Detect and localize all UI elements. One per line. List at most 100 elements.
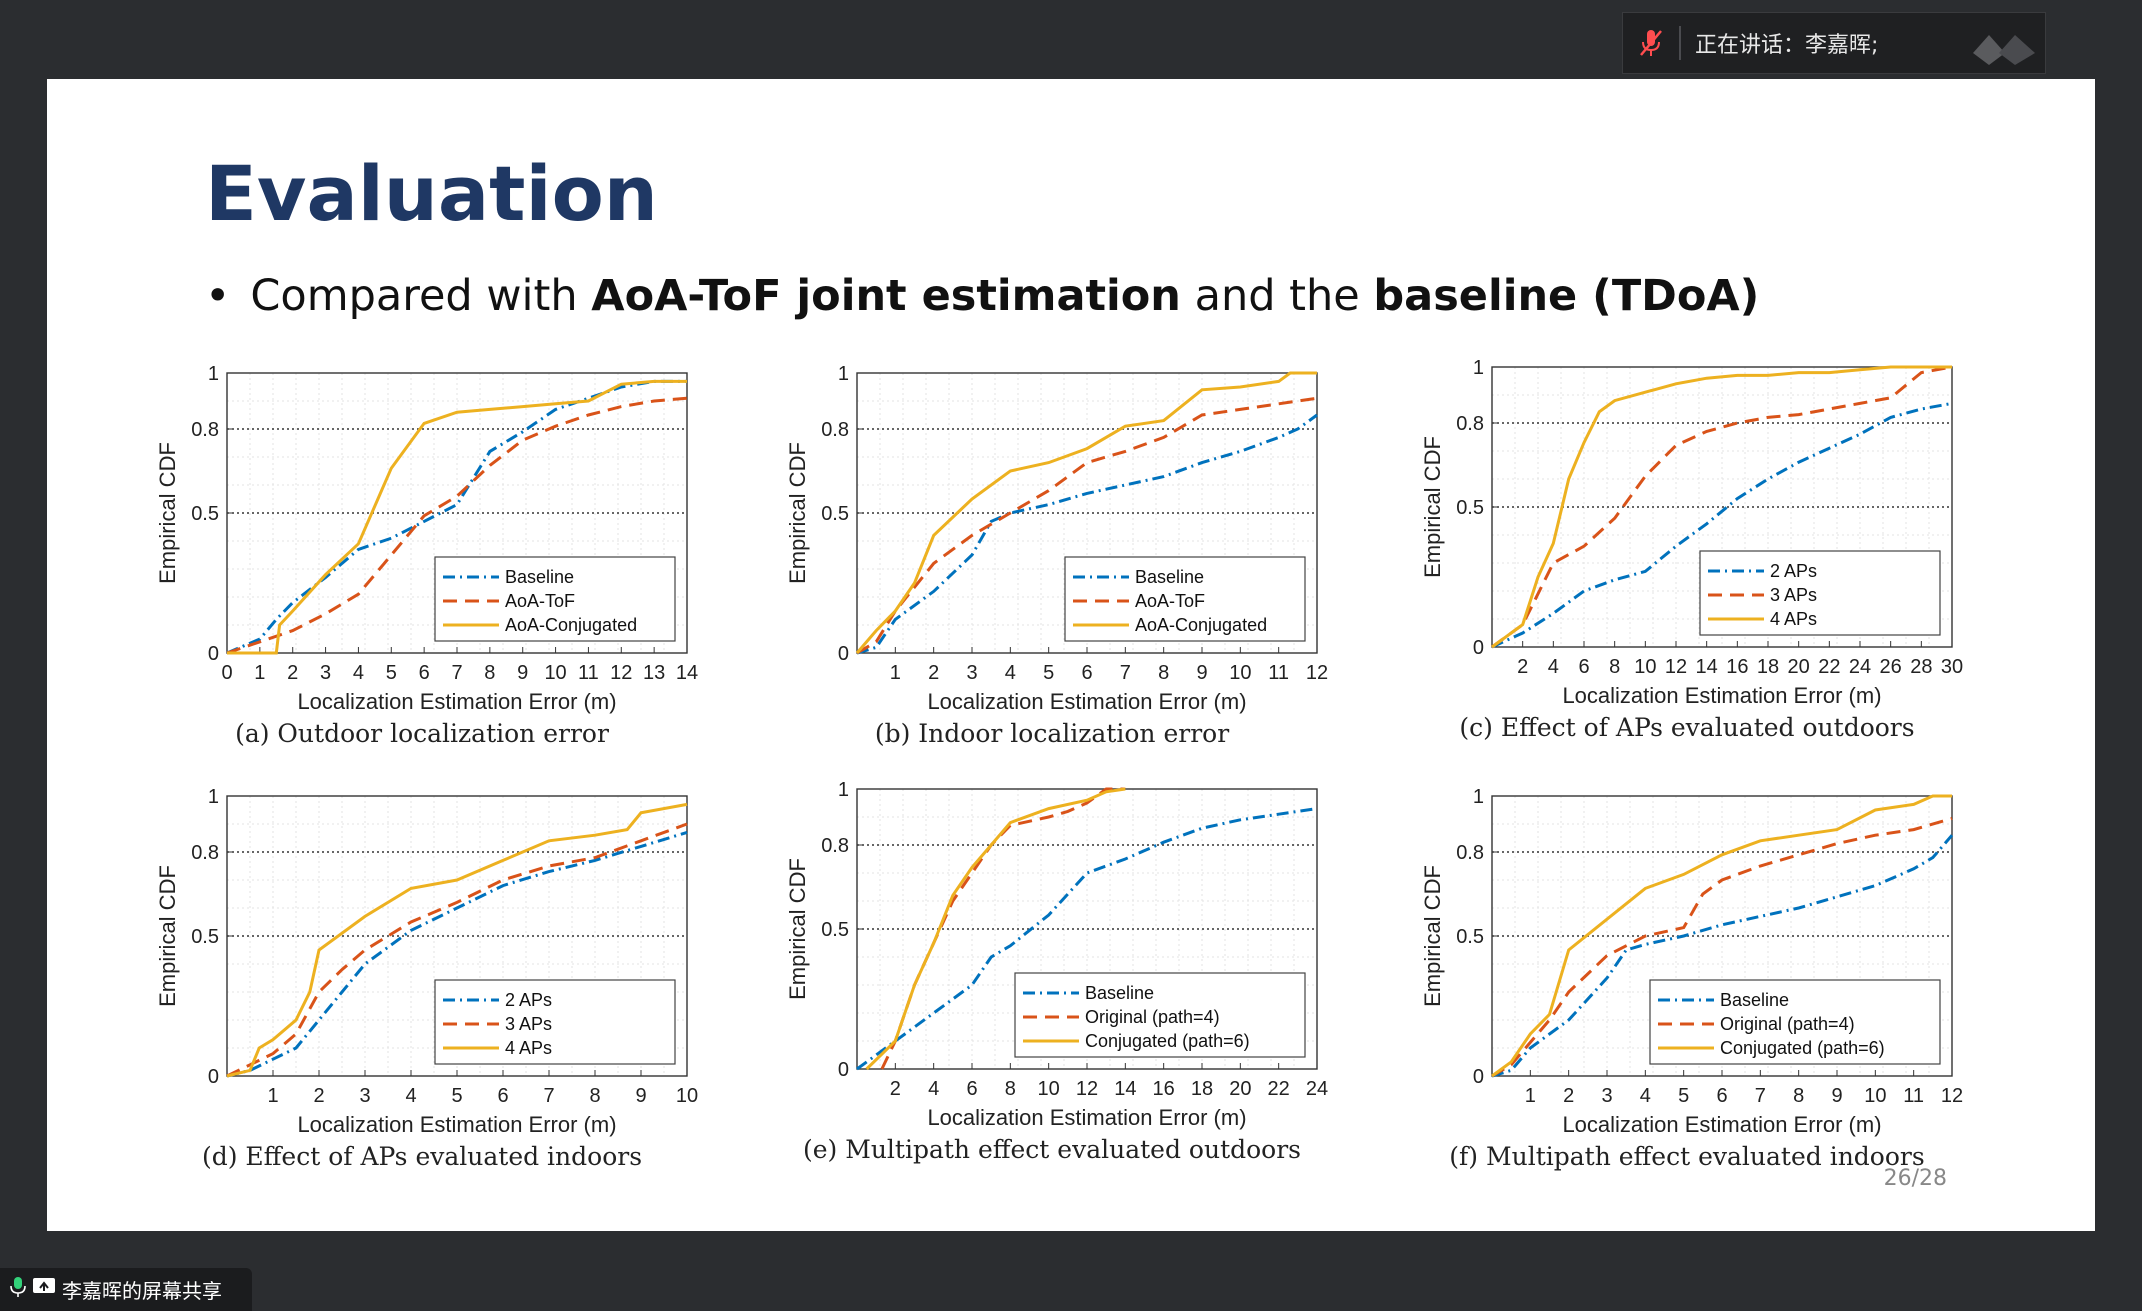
screen-share-label: 李嘉晖的屏幕共享 — [62, 1279, 222, 1303]
cdf-plot: 2 4 6 8 10 12 14 16 18 20 22 2400.50.81Localization… — [785, 779, 1328, 1130]
x-tick-label: 2 — [313, 1085, 324, 1107]
legend: Baseline AoA-ToF AoA-Conjugated — [434, 556, 676, 642]
microphone-icon — [10, 1276, 26, 1303]
legend-label: Baseline — [1135, 567, 1204, 587]
bullet-text-mid: and the — [1180, 271, 1374, 321]
x-tick-label: 30 — [1941, 656, 1963, 678]
y-tick-label: 1 — [838, 363, 849, 385]
bullet-bold-baseline: baseline (TDoA) — [1373, 271, 1760, 321]
x-tick-label: 0 — [221, 662, 232, 684]
series-line — [226, 822, 688, 1078]
cdf-plot: 2 4 6 8 10 12 14 16 18 20 22 24 26 28 3000.50.81Locali… — [1420, 357, 1963, 708]
speaker-label: 正在讲话：李嘉晖; — [1695, 33, 1879, 58]
y-tick-label: 0.8 — [1456, 842, 1484, 864]
series-line — [226, 396, 688, 655]
legend-label: Baseline — [505, 567, 574, 587]
x-tick-label: 2 — [287, 662, 298, 684]
x-tick-label: 6 — [1716, 1085, 1727, 1107]
x-tick-label: 6 — [497, 1085, 508, 1107]
y-tick-label: 0.8 — [821, 835, 849, 857]
x-tick-label: 6 — [419, 662, 430, 684]
chart-caption: (a) Outdoor localization error — [235, 719, 609, 748]
x-tick-label: 8 — [1793, 1085, 1804, 1107]
bullet-point: • Compared with AoA-ToF joint estimation … — [205, 271, 1759, 321]
x-tick-label: 4 — [1640, 1085, 1651, 1107]
meeting-logo-icon — [1969, 27, 2039, 73]
legend-label: AoA-ToF — [1135, 591, 1205, 611]
x-axis-label: Localization Estimation Error (m) — [1562, 1112, 1881, 1137]
x-tick-label: 4 — [353, 662, 364, 684]
x-tick-label: 12 — [1076, 1078, 1098, 1100]
y-tick-label: 0.5 — [821, 919, 849, 941]
x-tick-label: 4 — [928, 1078, 939, 1100]
series-line — [1491, 365, 1952, 649]
y-tick-label: 0.8 — [1456, 413, 1484, 435]
y-tick-label: 0 — [208, 643, 219, 665]
chart-caption: (e) Multipath effect evaluated outdoors — [802, 1135, 1302, 1164]
x-tick-label: 20 — [1229, 1078, 1251, 1100]
legend: Baseline AoA-ToF AoA-Conjugated — [1064, 556, 1306, 642]
legend-box — [1064, 556, 1306, 642]
chart-caption: (f) Multipath effect evaluated indoors — [1449, 1142, 1925, 1171]
chart-c: 2 4 6 8 10 12 14 16 18 20 22 24 26 28 30 0 0.5 0.8 1 Locali… — [1420, 357, 2022, 812]
screen-share-tag[interactable]: 李嘉晖的屏幕共享 — [0, 1268, 252, 1311]
cdf-plot: 0 1 2 3 4 5 6 7 8 9 10 11 12 13 1400.50.81Localization… — [155, 363, 698, 714]
x-tick-label: 12 — [1306, 662, 1328, 684]
x-tick-label: 2 — [928, 662, 939, 684]
legend-label: 3 APs — [505, 1014, 552, 1034]
x-tick-label: 1 — [1525, 1085, 1536, 1107]
y-tick-label: 1 — [1473, 357, 1484, 379]
chart-f: 1 2 3 4 5 6 7 8 9 10 11 12 0 0.5 0.8 1 Localization Esti… — [1420, 786, 2027, 1241]
series-line — [226, 802, 688, 1078]
y-axis-label: Empirical CDF — [155, 442, 180, 584]
x-tick-label: 1 — [267, 1085, 278, 1107]
y-axis-label: Empirical CDF — [1420, 436, 1445, 578]
legend-label: 3 APs — [1770, 585, 1817, 605]
x-tick-label: 24 — [1849, 656, 1871, 678]
y-tick-label: 0.8 — [191, 419, 219, 441]
series-line — [1491, 794, 1952, 1078]
x-tick-label: 5 — [386, 662, 397, 684]
series-line — [865, 787, 1126, 1071]
muted-mic-icon[interactable] — [1623, 28, 1679, 58]
x-tick-label: 14 — [676, 662, 698, 684]
plot-area: 1 2 3 4 5 6 7 8 9 10 0 0.5 0.8 1 Localization Estimati… — [155, 786, 698, 1137]
x-tick-label: 2 — [890, 1078, 901, 1100]
x-tick-label: 5 — [1043, 662, 1054, 684]
x-tick-label: 12 — [610, 662, 632, 684]
x-tick-label: 1 — [254, 662, 265, 684]
chart-caption: (b) Indoor localization error — [874, 719, 1230, 748]
x-tick-label: 7 — [1120, 662, 1131, 684]
series-line — [1491, 401, 1953, 649]
chart-e: 2 4 6 8 10 12 14 16 18 20 22 24 0 0.5 0.8 1 Localization… — [785, 779, 1392, 1234]
x-tick-label: 10 — [1229, 662, 1251, 684]
x-tick-label: 14 — [1696, 656, 1718, 678]
chart-a: 0 1 2 3 4 5 6 7 8 9 10 11 12 13 14 0 0.5 0.8 1 Localization… — [155, 363, 762, 818]
x-tick-label: 6 — [1081, 662, 1092, 684]
y-tick-label: 0 — [838, 643, 849, 665]
legend-label: Baseline — [1085, 983, 1154, 1003]
chart-b: 1 2 3 4 5 6 7 8 9 10 11 12 0 0.5 0.8 1 Localization Esti… — [785, 363, 1392, 818]
legend-box — [434, 979, 676, 1065]
plot-area: 2 4 6 8 10 12 14 16 18 20 22 24 26 28 3000.50.81Locali… — [1420, 357, 1963, 708]
series-line — [226, 830, 688, 1078]
x-tick-label: 4 — [405, 1085, 416, 1107]
y-tick-label: 0.5 — [191, 926, 219, 948]
plot-area: 0 1 2 3 4 5 6 7 8 9 10 11 12 13 1400.50.81Localization… — [155, 363, 698, 714]
y-tick-label: 0.5 — [821, 503, 849, 525]
legend-label: Original (path=4) — [1720, 1014, 1855, 1034]
series-line — [1491, 365, 1953, 649]
bullet-text-pre: Compared with — [250, 271, 592, 321]
slide-title: Evaluation — [205, 149, 658, 238]
x-tick-label: 3 — [966, 662, 977, 684]
x-tick-label: 1 — [890, 662, 901, 684]
legend: Baseline Original (path=4) Conjugated (pat… — [1014, 972, 1306, 1058]
bullet-dot-icon: • — [205, 271, 231, 321]
legend-box — [434, 556, 676, 642]
chart-d: 1 2 3 4 5 6 7 8 9 10 0 0.5 0.8 1 Localization Estimati… — [155, 786, 762, 1241]
legend: 2 APs 3 APs 4 APs — [434, 979, 676, 1065]
series-line — [226, 379, 687, 655]
legend-label: AoA-Conjugated — [1135, 615, 1267, 635]
chart-caption: (c) Effect of APs evaluated outdoors — [1459, 713, 1915, 742]
plot-area: 2 4 6 8 10 12 14 16 18 20 22 2400.50.81Localization… — [785, 779, 1328, 1130]
